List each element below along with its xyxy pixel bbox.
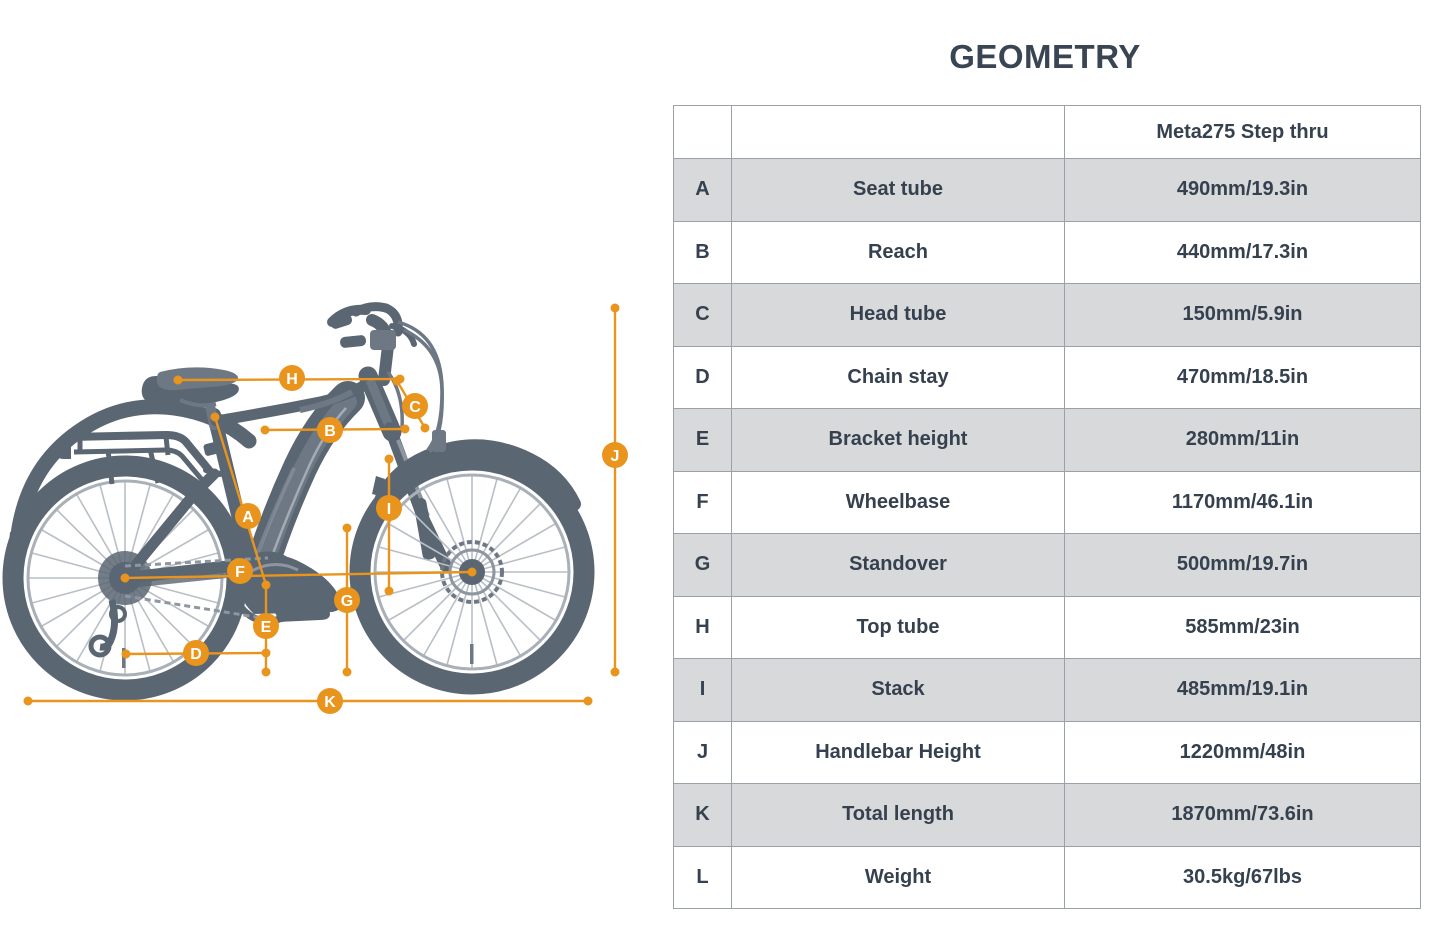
row-value: 30.5kg/67lbs <box>1064 845 1421 909</box>
rear-rack <box>53 431 218 489</box>
marker-badge-G: G <box>334 587 360 613</box>
marker-label-F: F <box>235 564 245 581</box>
marker-label-D: D <box>190 646 202 663</box>
row-name: Standover <box>731 533 1065 597</box>
row-value: 585mm/23in <box>1064 595 1421 659</box>
table-row: L Weight 30.5kg/67lbs <box>673 845 1421 909</box>
marker-label-H: H <box>286 371 298 388</box>
table-row: H Top tube 585mm/23in <box>673 595 1421 659</box>
row-key: B <box>673 220 732 284</box>
row-value: 150mm/5.9in <box>1064 283 1421 347</box>
marker-badge-A: A <box>235 503 261 529</box>
callout-line-I <box>384 454 394 596</box>
row-key: F <box>673 470 732 534</box>
row-key: L <box>673 845 732 909</box>
page-title: GEOMETRY <box>949 38 1141 75</box>
marker-label-K: K <box>324 694 336 711</box>
row-key: D <box>673 345 732 409</box>
header-key-cell <box>673 105 732 159</box>
table-row: C Head tube 150mm/5.9in <box>673 283 1421 347</box>
marker-badge-K: K <box>317 688 343 714</box>
callout-line-A <box>210 412 271 590</box>
row-name: Top tube <box>731 595 1065 659</box>
marker-label-J: J <box>611 448 620 465</box>
row-name: Stack <box>731 658 1065 722</box>
header-model-cell: Meta275 Step thru <box>1064 105 1421 159</box>
table-row: B Reach 440mm/17.3in <box>673 220 1421 284</box>
row-value: 1220mm/48in <box>1064 720 1421 784</box>
row-name: Head tube <box>731 283 1065 347</box>
marker-badge-D: D <box>183 640 209 666</box>
marker-label-B: B <box>324 423 336 440</box>
callout-line-J <box>610 303 620 677</box>
marker-label-C: C <box>409 399 421 416</box>
row-value: 485mm/19.1in <box>1064 658 1421 722</box>
handlebar <box>327 302 417 386</box>
marker-badge-J: J <box>602 442 628 468</box>
row-key: H <box>673 595 732 659</box>
table-row: I Stack 485mm/19.1in <box>673 658 1421 722</box>
geometry-table: Meta275 Step thru A Seat tube 490mm/19.3… <box>673 105 1421 909</box>
row-key: A <box>673 158 732 222</box>
row-key: I <box>673 658 732 722</box>
row-key: C <box>673 283 732 347</box>
bike-silhouette <box>2 302 595 701</box>
measurement-callouts <box>23 303 620 706</box>
marker-label-A: A <box>242 509 254 526</box>
row-value: 440mm/17.3in <box>1064 220 1421 284</box>
table-row: K Total length 1870mm/73.6in <box>673 783 1421 847</box>
row-key: G <box>673 533 732 597</box>
row-name: Chain stay <box>731 345 1065 409</box>
marker-label-E: E <box>261 619 272 636</box>
marker-badge-C: C <box>402 393 428 419</box>
marker-badge-H: H <box>279 365 305 391</box>
front-wheel <box>349 449 595 695</box>
row-value: 1870mm/73.6in <box>1064 783 1421 847</box>
row-value: 470mm/18.5in <box>1064 345 1421 409</box>
row-key: E <box>673 408 732 472</box>
callout-line-K <box>23 696 593 706</box>
table-header-row: Meta275 Step thru <box>673 105 1421 159</box>
table-row: D Chain stay 470mm/18.5in <box>673 345 1421 409</box>
row-key: K <box>673 783 732 847</box>
marker-badge-B: B <box>317 417 343 443</box>
row-value: 1170mm/46.1in <box>1064 470 1421 534</box>
marker-label-G: G <box>341 593 353 610</box>
saddle <box>141 367 239 408</box>
callout-line-F <box>120 567 477 583</box>
table-row: A Seat tube 490mm/19.3in <box>673 158 1421 222</box>
header-name-cell <box>731 105 1065 159</box>
row-name: Total length <box>731 783 1065 847</box>
table-row: E Bracket height 280mm/11in <box>673 408 1421 472</box>
row-name: Weight <box>731 845 1065 909</box>
bike-geometry-diagram: H C B A I <box>0 0 660 932</box>
row-name: Bracket height <box>731 408 1065 472</box>
marker-badges: H C B A I <box>183 365 628 714</box>
row-name: Seat tube <box>731 158 1065 222</box>
row-value: 280mm/11in <box>1064 408 1421 472</box>
row-name: Reach <box>731 220 1065 284</box>
table-row: J Handlebar Height 1220mm/48in <box>673 720 1421 784</box>
row-key: J <box>673 720 732 784</box>
table-row: F Wheelbase 1170mm/46.1in <box>673 470 1421 534</box>
marker-badge-I: I <box>376 495 402 521</box>
marker-badge-E: E <box>253 613 279 639</box>
row-value: 490mm/19.3in <box>1064 158 1421 222</box>
table-row: G Standover 500mm/19.7in <box>673 533 1421 597</box>
geometry-panel: GEOMETRY Meta275 Step thru A Seat tube 4… <box>660 0 1445 932</box>
cable-clip <box>432 430 446 452</box>
row-name: Handlebar Height <box>731 720 1065 784</box>
geometry-table-body: Meta275 Step thru A Seat tube 490mm/19.3… <box>673 105 1421 909</box>
marker-badge-F: F <box>227 558 253 584</box>
row-value: 500mm/19.7in <box>1064 533 1421 597</box>
marker-label-I: I <box>387 501 391 518</box>
top-tube <box>210 377 374 427</box>
row-name: Wheelbase <box>731 470 1065 534</box>
